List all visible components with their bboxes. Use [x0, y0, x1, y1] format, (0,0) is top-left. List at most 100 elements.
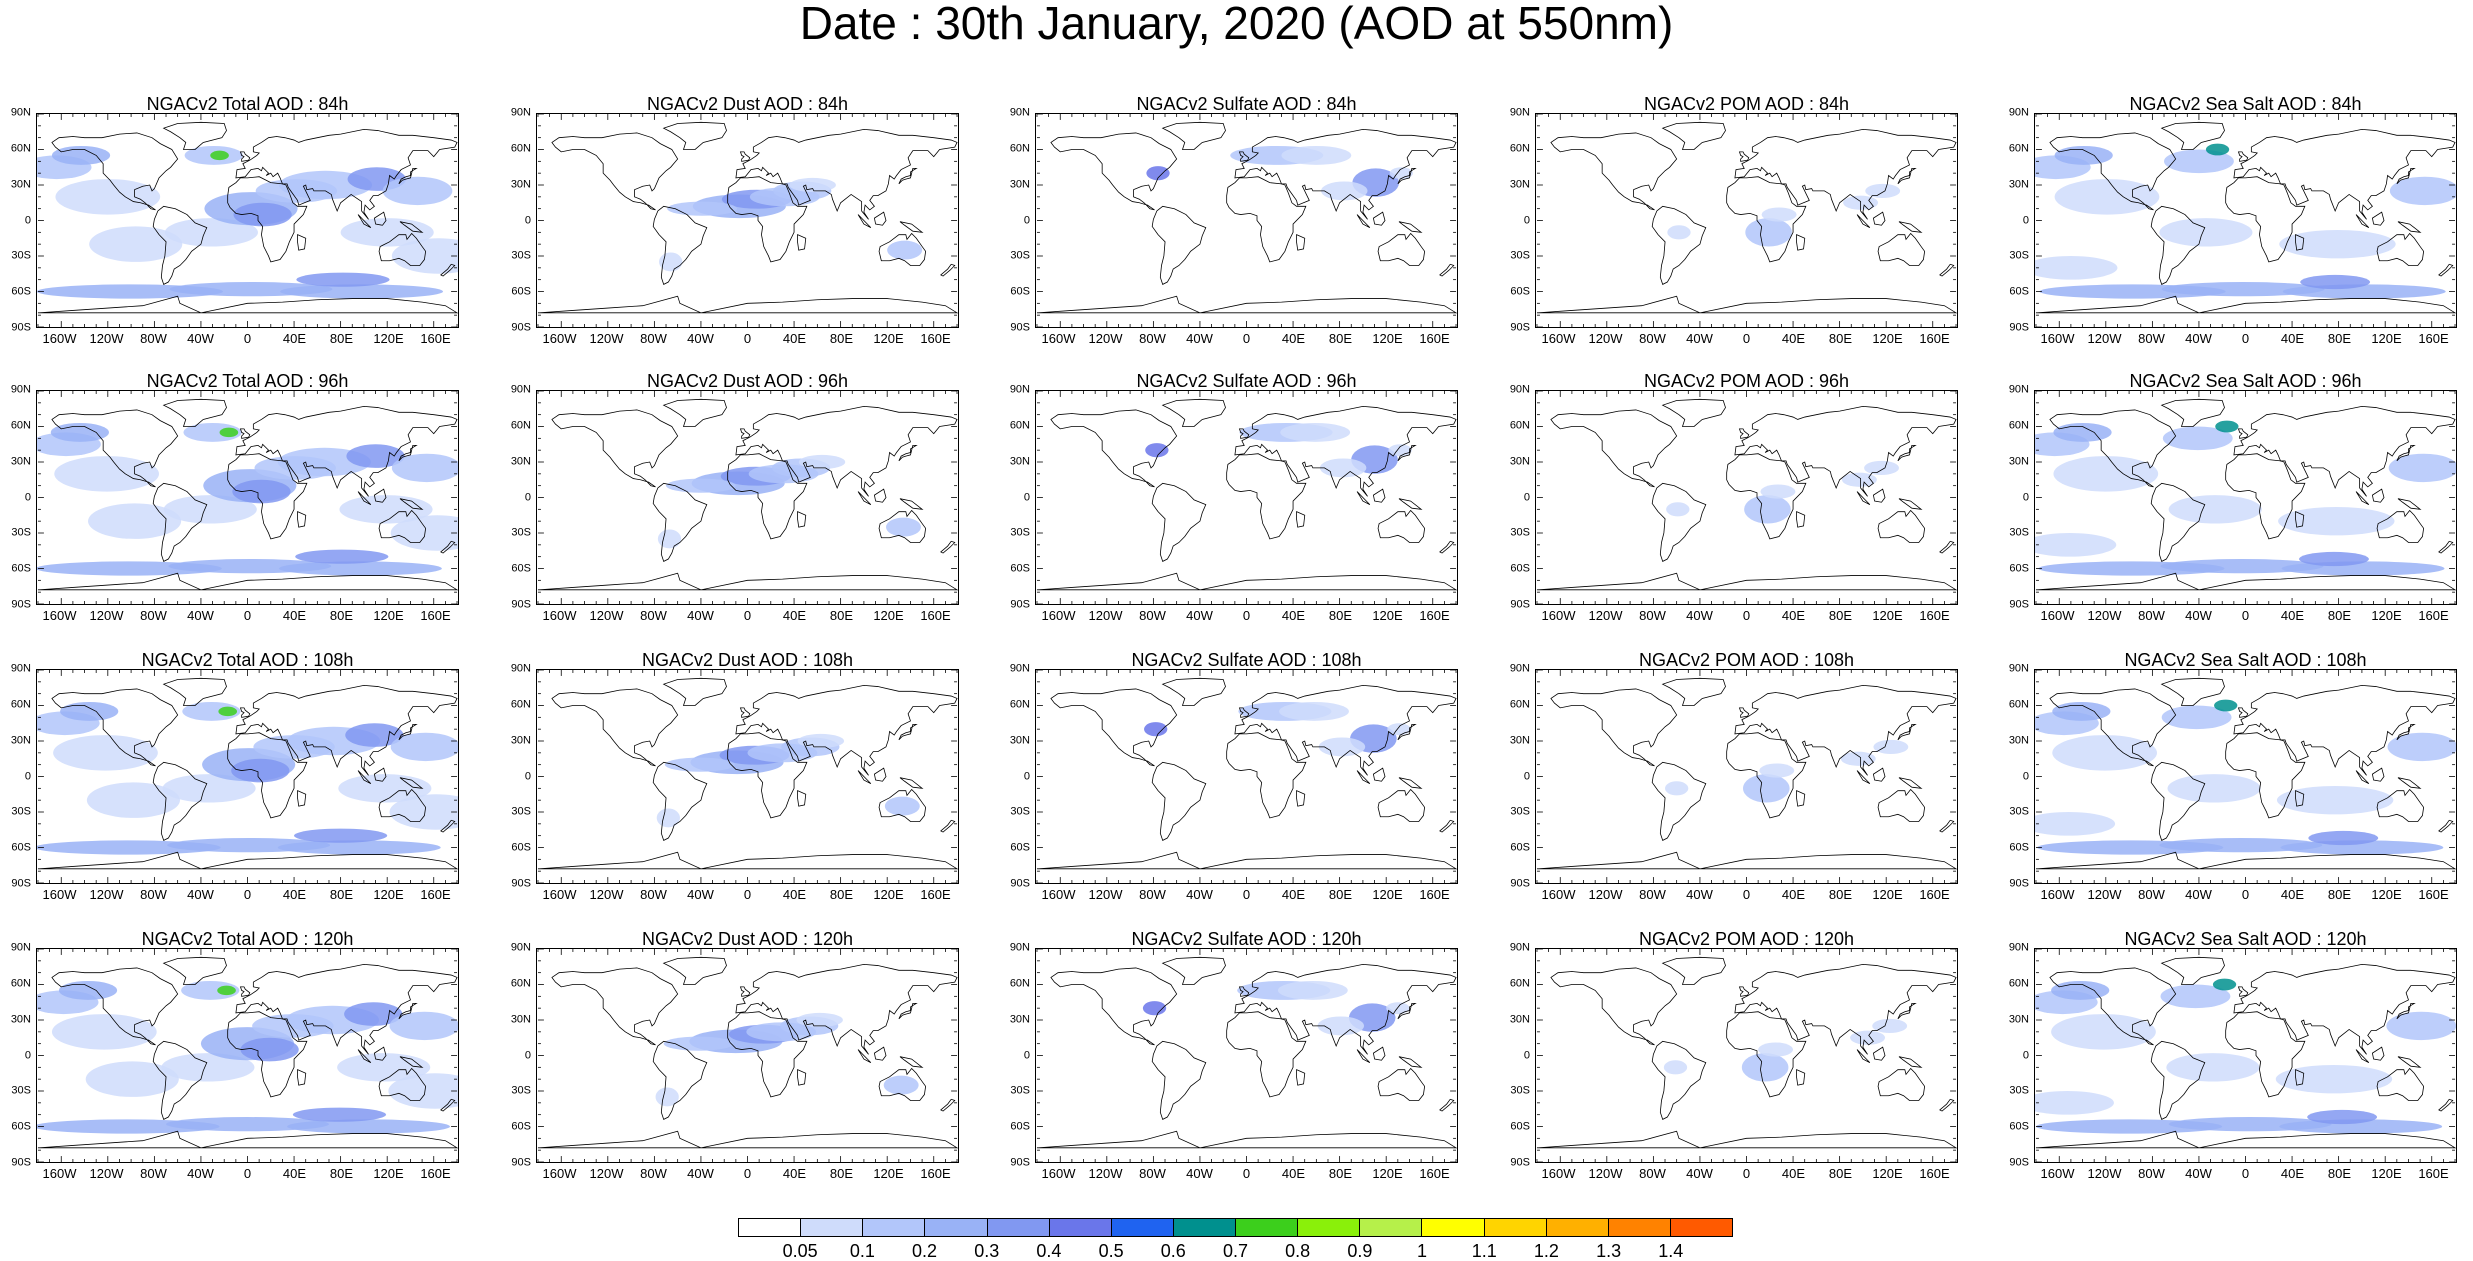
colorbar-segment [801, 1219, 864, 1236]
latitude-tick-label: 90N [1009, 106, 1030, 119]
latitude-labels: 90N 60N 30N 0 30S 60S 90S [1000, 663, 1030, 889]
latitude-tick-label: 60N [10, 977, 31, 990]
longitude-tick-label: 0 [2241, 1166, 2250, 1181]
world-map [37, 114, 458, 327]
longitude-labels: 160W 120W 80W 40W 0 40E 80E 120E 160E [1035, 332, 1458, 346]
longitude-tick-label: 40E [782, 887, 807, 902]
coastline-af [1726, 176, 1807, 263]
latitude-tick-label: 90N [10, 941, 31, 954]
latitude-tick-label: 90S [511, 1156, 531, 1169]
map-frame [1535, 669, 1958, 884]
aod-plume [656, 808, 680, 828]
coastline-in2 [873, 211, 887, 226]
coastline-au [1377, 1067, 1426, 1101]
map-frame [2034, 113, 2457, 328]
coastline-af [227, 732, 308, 819]
map-frame [536, 113, 959, 328]
coastline-an [37, 1130, 458, 1149]
longitude-tick-label: 160W [1541, 887, 1576, 902]
coastline-in1 [1856, 214, 1871, 228]
coastline-jp [398, 723, 418, 741]
aod-plume [1840, 751, 1876, 766]
map-panel: NGACv2 Sea Salt AOD : 120h 90N 60N 30N 0 30S 6… [2009, 930, 2457, 1181]
aod-plume [883, 1075, 919, 1095]
longitude-tick-label: 80E [2327, 887, 2352, 902]
longitude-tick-label: 120W [1088, 608, 1123, 623]
latitude-labels: 90N 60N 30N 0 30S 60S 90S [1999, 663, 2029, 889]
map-frame [1535, 390, 1958, 605]
aod-plume [390, 732, 458, 762]
map-panel: NGACv2 Total AOD : 120h 90N 60N 30N 0 30S 60S 9… [11, 930, 459, 1181]
latitude-tick-label: 90N [510, 941, 531, 954]
aod-plume [2159, 218, 2253, 247]
aod-plume [89, 226, 183, 262]
latitude-labels: 90N 60N 30N 0 30S 60S 90S [1999, 107, 2029, 333]
coastline-nz [1439, 263, 1455, 277]
latitude-tick-label: 0 [1023, 1049, 1030, 1061]
coastline-eu [1734, 963, 1957, 1055]
longitude-tick-label: 120E [873, 608, 904, 623]
longitude-tick-label: 40E [2280, 608, 2305, 623]
coastline-gr [162, 956, 227, 985]
coastline-jp [1397, 723, 1417, 741]
latitude-tick-label: 30N [1509, 178, 1530, 191]
longitude-tick-label: 120W [2087, 331, 2122, 346]
coastline-nz [440, 819, 456, 833]
coastline-eu [1734, 128, 1957, 220]
colorbar-segment [1422, 1219, 1485, 1236]
longitude-labels: 160W 120W 80W 40W 0 40E 80E 120E 160E [536, 1167, 959, 1181]
coastline-in3 [899, 1056, 924, 1068]
longitude-tick-label: 80W [1639, 1166, 1666, 1181]
latitude-tick-label: 30S [2009, 249, 2029, 262]
panel-title: NGACv2 Sulfate AOD : 120h [1131, 929, 1362, 949]
latitude-tick-label: 0 [24, 1049, 31, 1061]
coastline-jp [898, 1002, 918, 1020]
aod-plume [161, 1053, 255, 1082]
longitude-tick-label: 80W [140, 1166, 167, 1181]
colorbar-label: 0.8 [1285, 1241, 1311, 1261]
coastline-af [727, 1011, 808, 1098]
aod-plume [1873, 739, 1909, 755]
coastline-in1 [357, 214, 372, 228]
longitude-tick-label: 40W [187, 887, 214, 902]
longitude-tick-label: 160E [920, 887, 951, 902]
longitude-tick-label: 40W [187, 1166, 214, 1181]
latitude-labels: 90N 60N 30N 0 30S 60S 90S [1000, 942, 1030, 1168]
aod-plume [2279, 229, 2396, 259]
latitude-tick-label: 30S [1510, 805, 1530, 818]
aod-plume [295, 549, 389, 564]
axis-ticks [2035, 391, 2456, 604]
coastline-af [1726, 453, 1807, 540]
coastline-uk [1238, 151, 1250, 162]
longitude-tick-label: 120E [1872, 1166, 1903, 1181]
coastline-sa [2150, 482, 2206, 562]
coastline-md [2295, 511, 2305, 528]
latitude-tick-label: 0 [2022, 214, 2029, 226]
longitude-tick-label: 40E [1281, 608, 1306, 623]
coastline-in2 [1872, 211, 1886, 226]
aod-plume [2052, 701, 2111, 721]
latitude-tick-label: 30N [2008, 178, 2029, 191]
latitude-tick-label: 30S [1010, 526, 1030, 539]
coastline-in2 [873, 488, 887, 503]
longitude-tick-label: 40W [187, 331, 214, 346]
longitude-tick-label: 80E [1828, 608, 1853, 623]
longitude-tick-label: 80W [1139, 887, 1166, 902]
coastline-in1 [357, 770, 372, 784]
colorbar-segment [1360, 1219, 1423, 1236]
longitude-tick-label: 120W [1088, 331, 1123, 346]
latitude-tick-label: 60S [2009, 562, 2029, 575]
aod-plume [1142, 1001, 1167, 1016]
coastline-in3 [1898, 777, 1923, 789]
longitude-tick-label: 0 [1742, 608, 1751, 623]
coastline-na [51, 688, 179, 767]
coastline-sa [1151, 761, 1207, 841]
latitude-tick-label: 0 [2022, 770, 2029, 782]
longitude-tick-label: 80W [1139, 331, 1166, 346]
aod-plume [886, 517, 921, 537]
aod-plume [1280, 422, 1351, 442]
coastline-au [878, 1067, 927, 1101]
coastline-in2 [2371, 211, 2385, 226]
latitude-tick-label: 30S [1510, 526, 1530, 539]
latitude-tick-label: 90N [1009, 383, 1030, 396]
